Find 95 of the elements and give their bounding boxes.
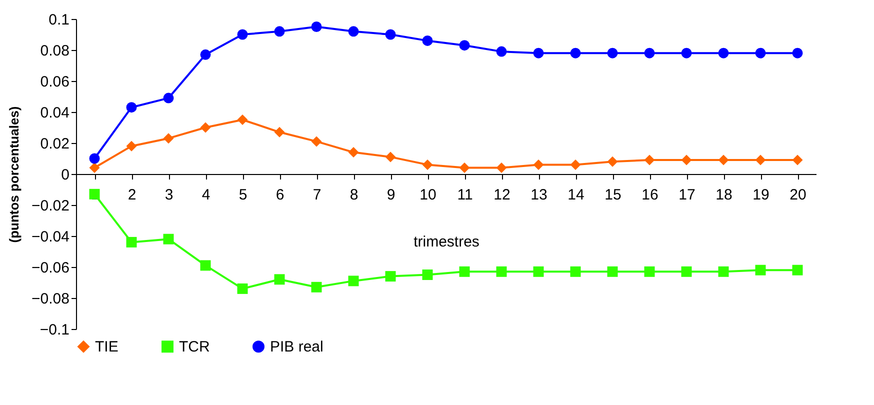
x-tick-label: 6	[276, 186, 284, 204]
point	[755, 264, 766, 276]
y-tick-label: −0.02	[32, 198, 70, 214]
point	[644, 48, 655, 58]
point	[274, 26, 285, 37]
point	[200, 260, 211, 271]
point	[681, 154, 692, 166]
legend-label: TCR	[179, 338, 210, 356]
point	[89, 153, 100, 164]
point	[237, 29, 248, 40]
point	[533, 266, 544, 277]
x-tick-label: 5	[238, 186, 248, 204]
legend-label: TIE	[95, 338, 118, 356]
point	[237, 283, 248, 294]
point	[718, 266, 729, 277]
x-tick-label: 17	[678, 186, 696, 204]
point	[126, 102, 137, 113]
point	[570, 266, 581, 277]
x-tick-label: 2	[128, 186, 136, 204]
y-tick-label: −0.08	[32, 290, 70, 308]
x-tick-label: 18	[716, 186, 732, 204]
point	[459, 40, 470, 51]
y-tick-label: 0.08	[40, 42, 70, 60]
x-tick-label: 10	[420, 186, 436, 204]
point	[607, 266, 618, 277]
point	[422, 35, 433, 46]
point	[570, 48, 581, 58]
point	[89, 188, 100, 200]
point	[792, 154, 803, 166]
point	[607, 156, 618, 167]
point	[200, 49, 211, 60]
y-tick-label: 0.1	[48, 12, 70, 28]
point	[311, 22, 322, 32]
point	[163, 133, 174, 144]
point	[274, 126, 285, 138]
point	[385, 152, 396, 162]
x-tick-label: 3	[164, 186, 174, 204]
y-tick-label: −0.06	[32, 260, 70, 276]
y-tick-label: 0.06	[40, 74, 70, 90]
point	[89, 162, 100, 174]
point	[126, 140, 137, 152]
point	[200, 122, 211, 133]
x-tick-label: 14	[568, 186, 584, 204]
point	[681, 266, 692, 277]
point	[274, 274, 285, 285]
point	[792, 48, 803, 58]
point	[533, 48, 544, 58]
point	[718, 154, 729, 166]
point	[570, 159, 581, 170]
x-tick-label: 9	[386, 186, 396, 204]
point	[348, 147, 359, 158]
point	[644, 154, 655, 166]
point	[385, 29, 396, 40]
point	[237, 114, 248, 125]
point	[607, 48, 618, 58]
point	[718, 48, 729, 58]
point	[422, 270, 433, 280]
y-tick-label: 0	[61, 166, 70, 184]
point	[163, 234, 174, 244]
point	[422, 159, 433, 170]
y-tick-label: 0.04	[40, 104, 70, 122]
point	[385, 271, 396, 282]
point	[348, 26, 359, 37]
point	[644, 266, 655, 277]
x-tick-label: 20	[790, 186, 806, 204]
x-tick-label: 15	[604, 186, 622, 204]
point	[681, 48, 692, 58]
x-tick-label: 16	[642, 186, 658, 204]
y-tick-label: 0.02	[40, 136, 70, 152]
point	[792, 264, 803, 276]
x-axis-title: trimestres	[414, 234, 480, 250]
x-tick-label: 8	[350, 186, 358, 204]
x-tick-label: 19	[752, 186, 770, 204]
y-tick-label: −0.04	[32, 228, 70, 246]
x-tick-label: 4	[202, 186, 210, 204]
y-axis-title: (puntos porcentuales)	[6, 106, 22, 243]
point	[459, 266, 470, 277]
point	[755, 48, 766, 58]
point	[311, 282, 322, 292]
x-tick-label: 11	[457, 186, 473, 204]
x-tick-label: 12	[494, 186, 510, 204]
point	[459, 162, 470, 174]
point	[755, 154, 766, 166]
point	[496, 162, 507, 174]
y-tick-label: −0.1	[40, 322, 70, 338]
x-tick-label: 13	[530, 186, 548, 204]
point	[496, 266, 507, 277]
legend-label: PIB real	[270, 338, 324, 356]
point	[496, 46, 507, 57]
point	[163, 92, 174, 104]
point	[126, 236, 137, 248]
point	[348, 276, 359, 286]
point	[533, 159, 544, 170]
point	[311, 136, 322, 147]
x-tick-label: 7	[312, 186, 322, 204]
